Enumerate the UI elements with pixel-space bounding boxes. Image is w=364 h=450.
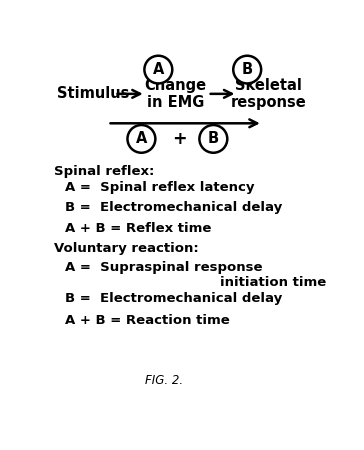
Text: Spinal reflex:: Spinal reflex:: [54, 165, 154, 178]
Text: A =  Spinal reflex latency: A = Spinal reflex latency: [65, 181, 255, 194]
Text: A + B = Reflex time: A + B = Reflex time: [65, 222, 211, 235]
Text: Stimulus: Stimulus: [57, 86, 129, 101]
Text: B: B: [242, 62, 253, 77]
Text: +: +: [172, 130, 187, 148]
Ellipse shape: [233, 56, 261, 83]
Text: Voluntary reaction:: Voluntary reaction:: [54, 242, 199, 255]
Ellipse shape: [145, 56, 172, 83]
Ellipse shape: [199, 125, 227, 153]
Text: initiation time: initiation time: [221, 276, 327, 289]
Text: Skeletal
response: Skeletal response: [230, 78, 306, 110]
Text: A + B = Reaction time: A + B = Reaction time: [65, 314, 230, 327]
Text: A =  Supraspinal response: A = Supraspinal response: [65, 261, 263, 274]
Text: A: A: [136, 131, 147, 146]
Text: A: A: [153, 62, 164, 77]
Text: FIG. 2.: FIG. 2.: [145, 374, 183, 387]
Text: B =  Electromechanical delay: B = Electromechanical delay: [65, 292, 282, 305]
Text: B: B: [208, 131, 219, 146]
Text: B =  Electromechanical delay: B = Electromechanical delay: [65, 201, 282, 214]
Text: Change
in EMG: Change in EMG: [144, 78, 206, 110]
Ellipse shape: [127, 125, 155, 153]
